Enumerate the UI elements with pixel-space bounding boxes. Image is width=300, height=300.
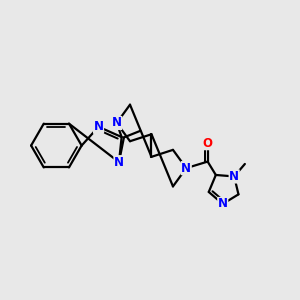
Text: N: N bbox=[218, 197, 228, 211]
Text: N: N bbox=[181, 162, 191, 175]
Text: O: O bbox=[202, 137, 213, 150]
Text: N: N bbox=[229, 170, 239, 183]
Text: N: N bbox=[114, 156, 124, 169]
Text: N: N bbox=[94, 120, 103, 133]
Text: N: N bbox=[112, 116, 122, 130]
